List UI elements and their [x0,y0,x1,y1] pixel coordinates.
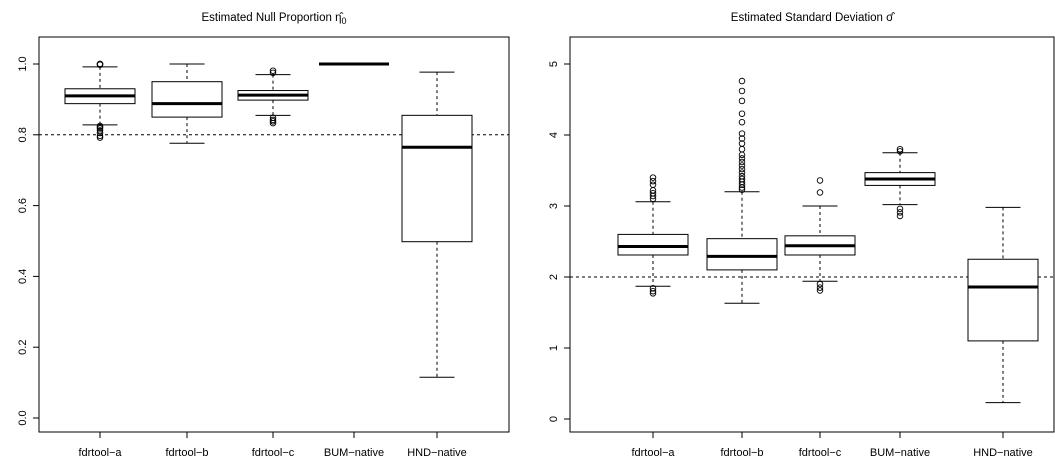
x-tick-label: HND−native [973,447,1033,459]
outlier-point [738,77,746,85]
box-0 [617,174,689,297]
y-tick-label: 5 [548,61,560,67]
outlier-point [816,284,824,291]
plot-frame [38,36,510,433]
iqr-box [151,81,223,118]
outlier-point [816,287,824,294]
outlier-point [96,122,104,130]
box-4 [967,206,1039,404]
outlier-point [96,134,104,141]
outlier-point [649,174,657,181]
box-2 [784,177,856,294]
outlier-point [816,177,824,184]
box-2 [237,67,309,127]
outlier-point [649,290,657,297]
outlier-point [269,116,277,124]
y-tick-label: 3 [548,203,560,209]
box-1 [151,63,223,144]
outlier-point [738,169,746,176]
x-tick-label: fdrtool−a [631,447,675,459]
outlier-point [816,189,824,196]
outlier-point [738,158,746,166]
outlier-point [738,172,746,180]
outlier-point [649,177,657,185]
x-tick-label: HND−native [407,447,467,459]
chart-title: Estimated Null Proportion η̂0 [202,12,347,26]
outlier-point [816,280,824,288]
outlier-point [896,205,904,213]
iqr-box [401,114,473,243]
outlier-point [738,151,746,159]
y-tick-label: 2 [548,274,560,280]
outlier-point [738,145,746,153]
plot-frame [569,36,1055,433]
iqr-box [617,233,689,256]
y-tick-label: 0 [548,416,560,422]
outlier-point [96,127,104,134]
y-tick-label: 0.8 [17,127,29,142]
standard-deviation-panel: Estimated Standard Deviation σ̂ 0 1 2 3 4 5 fdr… [548,12,1055,459]
outlier-point [738,110,746,117]
outlier-point [896,145,904,153]
outlier-point [738,87,746,95]
chart-title-subscript: 0 [341,16,346,26]
outlier-point [649,285,657,292]
outlier-point [738,118,746,126]
outlier-point [269,69,277,77]
outlier-point [738,155,746,162]
x-tick-label: BUM−native [870,447,930,459]
y-tick-label: 1.0 [17,56,29,71]
y-tick-label: 4 [548,132,560,138]
box-0 [64,60,136,141]
outlier-point [896,209,904,216]
outlier-point [738,97,746,105]
outlier-point [649,287,657,295]
iqr-box [706,238,778,271]
outlier-point [738,162,746,169]
outlier-point [896,212,904,220]
outlier-point [738,130,746,137]
outlier-point [269,114,277,122]
outlier-point [738,175,746,183]
y-tick-label: 0.2 [17,340,29,355]
box-4 [401,71,473,378]
box-1 [706,77,778,304]
outlier-point [738,165,746,173]
chart-title-text: Estimated Standard Deviation σ̂ [731,12,895,24]
chart-title: Estimated Standard Deviation σ̂ [731,12,895,24]
outlier-point [738,140,746,147]
x-tick-label: fdrtool−c [799,447,842,459]
outlier-point [96,60,104,68]
y-tick-label: 0.0 [17,410,29,425]
outlier-point [649,181,657,188]
x-tick-label: fdrtool−b [165,447,208,459]
y-tick-label: 0.6 [17,198,29,213]
outlier-point [649,189,657,197]
y-tick-label: 0.4 [17,269,29,284]
x-tick-label: fdrtool−b [720,447,763,459]
box-3 [864,145,936,220]
iqr-box [967,258,1039,342]
outlier-point [738,135,746,142]
x-tick-label: fdrtool−c [252,447,295,459]
y-tick-label: 1 [548,345,560,351]
null-proportion-panel: Estimated Null Proportion η̂0 0.0 0.2 0.4 0.… [17,12,510,459]
x-tick-label: BUM−native [324,447,384,459]
outlier-point [269,67,277,74]
outlier-point [738,186,746,193]
x-tick-label: fdrtool−a [78,447,122,459]
chart-title-text: Estimated Null Proportion η̂ [202,12,344,24]
outlier-point [896,148,904,155]
